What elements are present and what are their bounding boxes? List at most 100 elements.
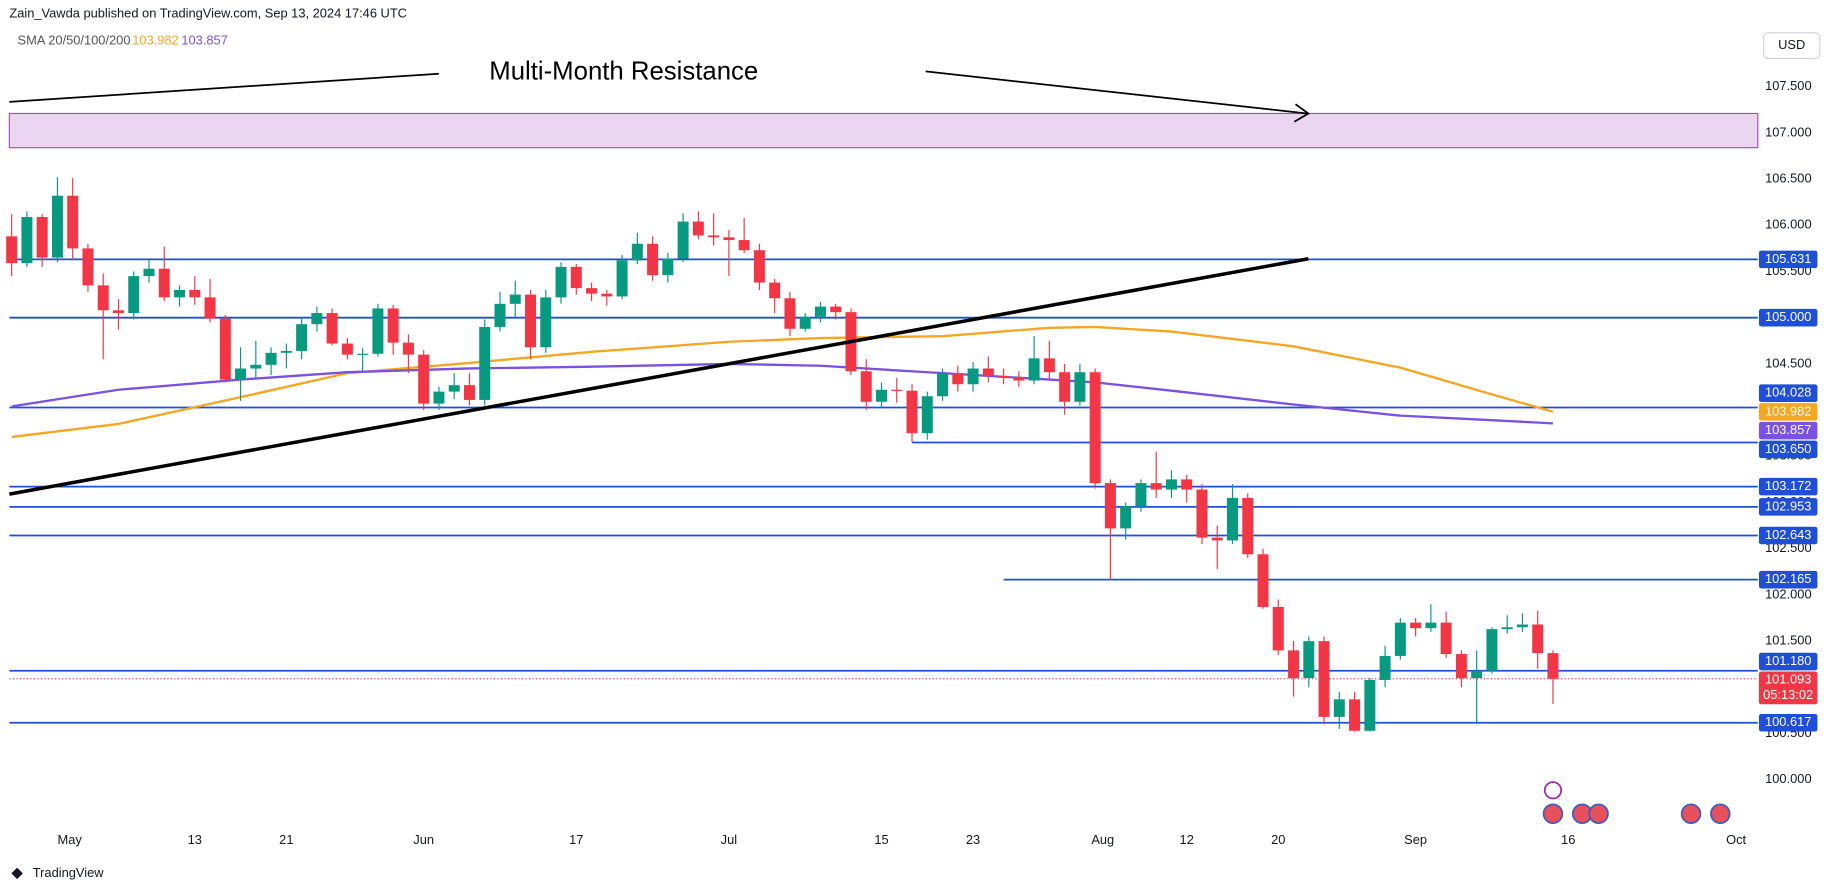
x-tick-label: 20 — [1271, 832, 1285, 847]
x-tick-label: 23 — [966, 832, 980, 847]
candle-body — [509, 294, 521, 304]
x-tick-label: 21 — [279, 832, 293, 847]
candle-body — [662, 258, 674, 276]
candle-body — [784, 298, 796, 329]
trend-line — [9, 257, 1309, 496]
candle-body — [906, 390, 918, 434]
event-icon[interactable] — [1542, 803, 1564, 824]
candle-body — [616, 260, 628, 297]
candle-body — [1440, 622, 1452, 655]
y-tick-label: 106.500 — [1765, 170, 1811, 185]
price-tag-label: 102.165 — [1765, 571, 1811, 586]
event-icon[interactable] — [1680, 803, 1702, 824]
candle-body — [1333, 699, 1345, 717]
candle-body — [570, 266, 582, 289]
candle-body — [1181, 479, 1193, 490]
price-tag-label: 100.617 — [1765, 714, 1811, 729]
candle-body — [1394, 622, 1406, 656]
candle-body — [280, 350, 292, 353]
currency-button[interactable] — [1763, 32, 1821, 60]
event-icon[interactable] — [1543, 781, 1563, 800]
x-tick-label: 13 — [188, 832, 202, 847]
candle-body — [1013, 377, 1025, 381]
candle-body — [830, 306, 842, 313]
price-tag — [1758, 498, 1818, 516]
candle-body — [463, 385, 475, 400]
price-tag — [1758, 403, 1818, 421]
x-tick-label: May — [57, 832, 82, 847]
price-tag-label: 102.953 — [1765, 498, 1811, 513]
candle-body — [418, 354, 430, 404]
publisher: Zain_Vawda published on TradingView.com,… — [9, 5, 407, 20]
candle-body — [326, 313, 338, 344]
candle-body — [235, 368, 247, 380]
candle-body — [112, 310, 124, 314]
x-tick-label: 16 — [1561, 832, 1575, 847]
price-tag — [1758, 671, 1818, 705]
candle-body — [891, 389, 903, 391]
candle-body — [1516, 624, 1528, 628]
candle-body — [876, 389, 887, 402]
price-tag-label: 104.028 — [1765, 385, 1811, 400]
candle-body — [1364, 679, 1376, 731]
candle-body — [296, 324, 308, 351]
candle-body — [479, 326, 491, 400]
candle-body — [1410, 622, 1422, 629]
candle-body — [1074, 372, 1086, 402]
indicator-name: SMA 20/50/100/200 — [18, 32, 131, 47]
candle-body — [937, 373, 949, 397]
candle-body — [1486, 629, 1498, 671]
price-tag — [1758, 570, 1818, 589]
candle-body — [998, 375, 1010, 378]
candle-body — [1089, 372, 1101, 484]
resistance-zone — [8, 112, 1759, 149]
candle-body — [1288, 650, 1300, 679]
price-tag — [1758, 250, 1818, 269]
currency[interactable]: USD — [1778, 37, 1805, 52]
candle-body — [1455, 654, 1467, 679]
candle-body — [601, 293, 613, 297]
candle-body — [36, 216, 48, 258]
candle-body — [769, 282, 781, 299]
y-tick-label: 101.500 — [1765, 633, 1811, 648]
price-axis: 103.982 103.857107.500107.000106.500106.0… — [57, 32, 1811, 847]
y-tick-label: 104.500 — [1765, 355, 1811, 370]
price-tag-label: 103.650 — [1765, 441, 1811, 456]
candle-body — [1028, 358, 1040, 381]
event-icon[interactable] — [1588, 803, 1609, 824]
candle-body — [1349, 699, 1361, 731]
sma-line — [11, 362, 1554, 425]
price-tag-label: 103.857 — [1765, 422, 1811, 437]
candle-body — [967, 368, 979, 385]
candle-body — [265, 352, 277, 365]
y-tick-label: 107.500 — [1765, 78, 1811, 93]
candle-body — [1135, 483, 1147, 507]
candles — [6, 177, 1559, 732]
candle-body — [647, 243, 659, 276]
annotation-line — [9, 72, 439, 103]
candle-body — [1196, 489, 1208, 538]
price-tag — [1758, 384, 1818, 402]
candle-body — [692, 221, 704, 236]
candle-body — [1227, 497, 1238, 541]
candle-body — [143, 268, 155, 277]
candle-body — [1104, 483, 1116, 529]
arrow-head — [1293, 103, 1310, 123]
y-tick-label: 107.000 — [1765, 124, 1811, 139]
event-icon[interactable] — [1710, 803, 1731, 824]
footer: TradingView — [33, 865, 104, 880]
x-tick-label: 15 — [874, 832, 888, 847]
candle-body — [1318, 641, 1330, 717]
candle-body — [799, 316, 811, 329]
x-tick-label: Aug — [1091, 832, 1114, 847]
x-tick-label: Jul — [721, 832, 737, 847]
candle-body — [341, 343, 353, 355]
price-tag-label: 105.000 — [1765, 309, 1811, 324]
candle-body — [311, 313, 323, 325]
candle-body — [723, 237, 735, 241]
y-tick-label: 102.000 — [1765, 586, 1811, 601]
candle-body — [128, 276, 140, 314]
candle-body — [982, 368, 994, 376]
candle-body — [204, 297, 216, 319]
